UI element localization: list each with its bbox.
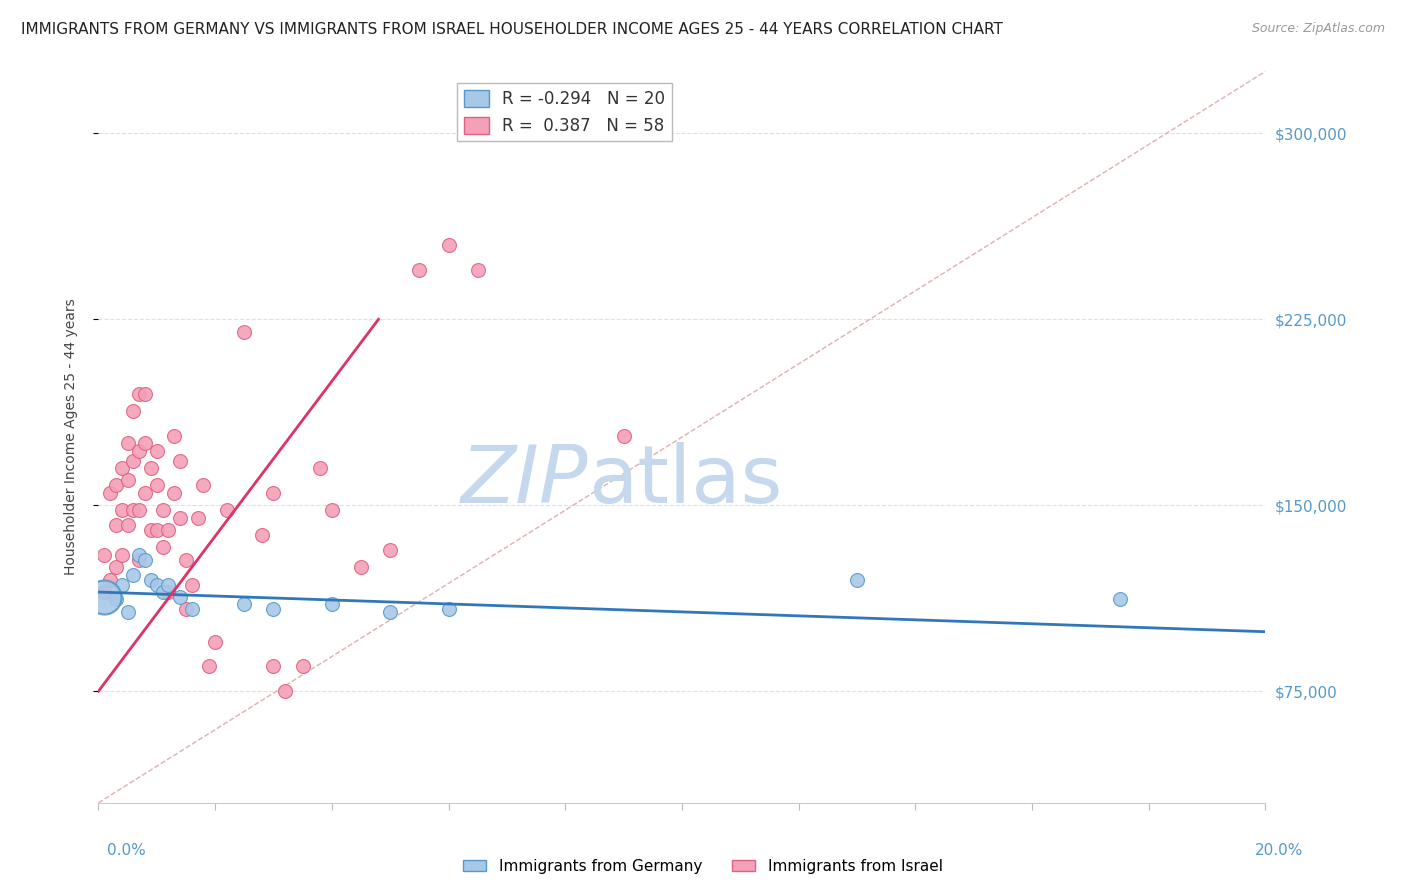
Y-axis label: Householder Income Ages 25 - 44 years: Householder Income Ages 25 - 44 years [63, 299, 77, 575]
Point [98, 486, 121, 500]
Point [93, 590, 115, 604]
Point [128, 443, 150, 458]
Point [408, 262, 430, 277]
Point [215, 503, 238, 517]
Point [146, 443, 169, 458]
Point [93, 585, 115, 599]
Point [117, 436, 139, 450]
Point [380, 542, 402, 557]
Point [321, 503, 343, 517]
Point [309, 461, 332, 475]
Point [93, 548, 115, 562]
Point [104, 560, 127, 574]
Text: 0.0%: 0.0% [107, 843, 146, 858]
Point [262, 602, 284, 616]
Point [157, 585, 180, 599]
Point [104, 518, 127, 533]
Point [380, 605, 402, 619]
Point [262, 486, 284, 500]
Text: ZIP: ZIP [461, 442, 589, 520]
Point [180, 602, 202, 616]
Point [139, 573, 162, 587]
Text: atlas: atlas [589, 442, 783, 520]
Point [111, 577, 134, 591]
Point [437, 602, 460, 616]
Point [98, 573, 121, 587]
Point [139, 523, 162, 537]
Point [134, 436, 156, 450]
Point [111, 503, 134, 517]
Text: 20.0%: 20.0% [1256, 843, 1303, 858]
Legend: Immigrants from Germany, Immigrants from Israel: Immigrants from Germany, Immigrants from… [457, 853, 949, 880]
Point [1108, 592, 1130, 607]
Legend: R = -0.294   N = 20, R =  0.387   N = 58: R = -0.294 N = 20, R = 0.387 N = 58 [457, 83, 672, 141]
Point [169, 510, 191, 524]
Point [169, 453, 191, 467]
Point [152, 585, 174, 599]
Point [198, 659, 221, 673]
Point [146, 577, 169, 591]
Point [437, 238, 460, 252]
Point [291, 659, 314, 673]
Point [128, 548, 150, 562]
Point [122, 453, 145, 467]
Point [117, 474, 139, 488]
Point [122, 567, 145, 582]
Point [846, 573, 869, 587]
Point [122, 503, 145, 517]
Point [128, 503, 150, 517]
Point [187, 510, 209, 524]
Point [204, 634, 226, 648]
Point [111, 548, 134, 562]
Point [146, 478, 169, 492]
Point [612, 429, 634, 443]
Point [104, 592, 127, 607]
Point [122, 404, 145, 418]
Point [163, 429, 186, 443]
Point [128, 553, 150, 567]
Point [146, 523, 169, 537]
Point [134, 386, 156, 401]
Point [117, 605, 139, 619]
Point [163, 486, 186, 500]
Point [134, 486, 156, 500]
Point [128, 386, 150, 401]
Point [152, 503, 174, 517]
Point [274, 684, 297, 698]
Point [250, 528, 273, 542]
Text: IMMIGRANTS FROM GERMANY VS IMMIGRANTS FROM ISRAEL HOUSEHOLDER INCOME AGES 25 - 4: IMMIGRANTS FROM GERMANY VS IMMIGRANTS FR… [21, 22, 1002, 37]
Point [117, 518, 139, 533]
Point [180, 577, 202, 591]
Point [104, 478, 127, 492]
Point [262, 659, 284, 673]
Point [139, 461, 162, 475]
Text: Source: ZipAtlas.com: Source: ZipAtlas.com [1251, 22, 1385, 36]
Point [134, 553, 156, 567]
Point [350, 560, 373, 574]
Point [157, 523, 180, 537]
Point [193, 478, 215, 492]
Point [174, 553, 197, 567]
Point [233, 598, 256, 612]
Point [233, 325, 256, 339]
Point [321, 598, 343, 612]
Point [169, 590, 191, 604]
Point [157, 577, 180, 591]
Point [152, 541, 174, 555]
Point [174, 602, 197, 616]
Point [467, 262, 489, 277]
Point [111, 461, 134, 475]
